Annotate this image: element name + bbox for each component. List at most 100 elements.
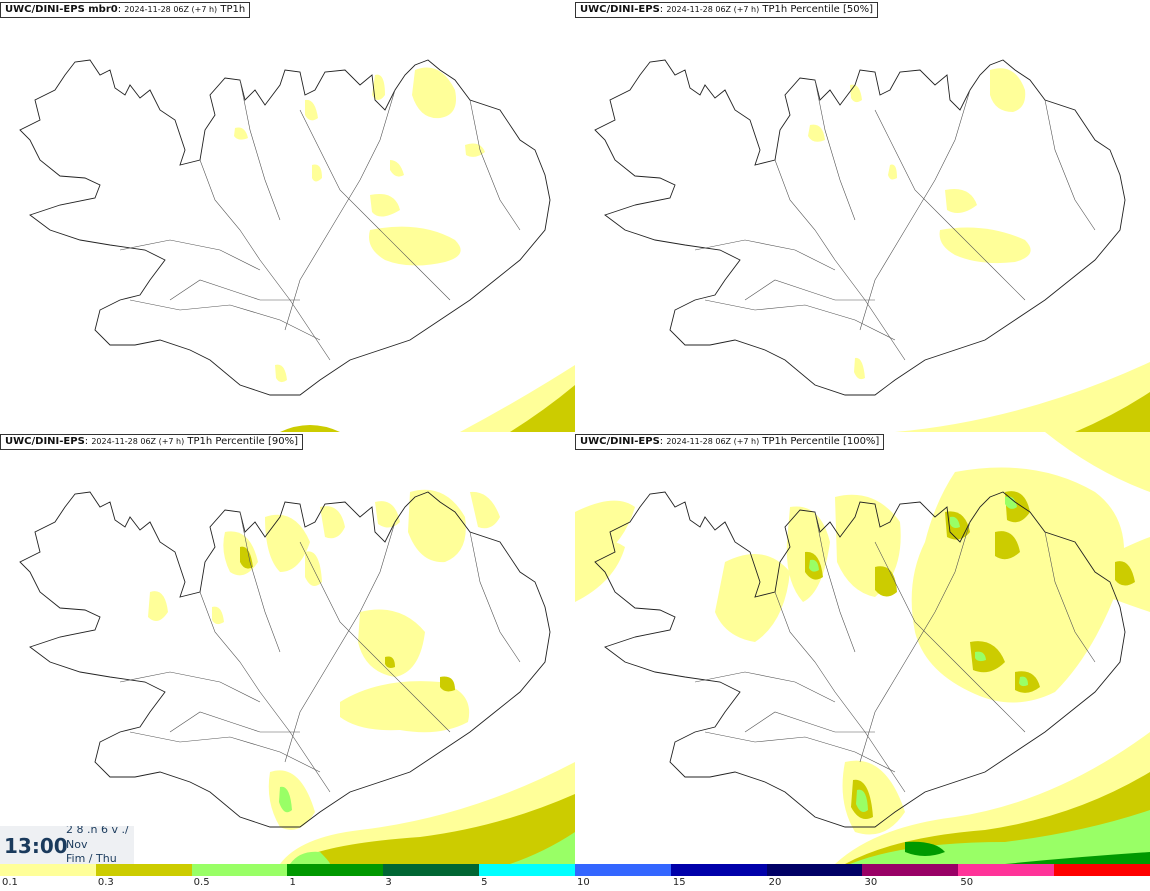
panel-title: UWC/DINI-EPS mbr0: 2024-11-28 06Z (+7 h)… bbox=[0, 2, 251, 18]
boundary-line bbox=[129, 731, 321, 773]
boundary-line bbox=[299, 109, 451, 301]
precipitation-area bbox=[510, 385, 575, 432]
precipitation-area bbox=[975, 651, 986, 662]
precipitation-area bbox=[470, 491, 500, 529]
precipitation-area bbox=[408, 489, 466, 563]
colorbar-segment bbox=[95, 864, 192, 876]
coastline bbox=[594, 59, 1126, 396]
valid-weekday: Fim / Thu bbox=[66, 852, 117, 864]
precipitation-area bbox=[440, 676, 455, 692]
precipitation-area bbox=[1005, 852, 1150, 864]
colorbar-segment bbox=[191, 864, 288, 876]
boundary-line bbox=[694, 671, 836, 703]
panel-title: UWC/DINI-EPS: 2024-11-28 06Z (+7 h) TP1h… bbox=[575, 2, 878, 18]
precipitation-area bbox=[995, 531, 1020, 560]
precipitation-map bbox=[594, 59, 1150, 432]
colorbar-tick-label: 1 bbox=[289, 877, 296, 888]
precipitation-area bbox=[312, 164, 322, 182]
precipitation-area bbox=[1019, 676, 1028, 687]
colorbar-segment bbox=[383, 864, 480, 876]
boundary-line bbox=[469, 99, 521, 231]
precipitation-area bbox=[279, 786, 292, 813]
colorbar-tick-label: 20 bbox=[768, 877, 782, 888]
colorbar-segment bbox=[958, 864, 1055, 876]
boundary-line bbox=[199, 591, 331, 793]
boundary-line bbox=[1044, 99, 1096, 231]
colorbar-tick-label: 0.5 bbox=[193, 877, 210, 888]
colorbar-segment bbox=[1054, 864, 1150, 876]
precipitation-area bbox=[290, 851, 330, 864]
valid-month: Nov bbox=[66, 838, 88, 851]
boundary-line bbox=[704, 299, 896, 341]
boundary-line bbox=[694, 239, 836, 271]
colorbar-tick-label: 3 bbox=[385, 877, 392, 888]
colorbar-tick-label: 10 bbox=[577, 877, 590, 888]
boundary-line bbox=[859, 89, 971, 331]
precipitation-area bbox=[465, 143, 485, 157]
coastline bbox=[19, 59, 551, 396]
colorbar-segment bbox=[0, 864, 96, 876]
precipitation-area bbox=[850, 84, 862, 103]
boundary-line bbox=[469, 531, 521, 663]
map-panel-p100: UWC/DINI-EPS: 2024-11-28 06Z (+7 h) TP1h… bbox=[575, 432, 1150, 864]
precipitation-area bbox=[358, 609, 425, 677]
precipitation-area bbox=[275, 364, 287, 383]
boundary-line bbox=[239, 79, 281, 221]
boundary-line bbox=[284, 89, 396, 331]
precipitation-map bbox=[19, 59, 575, 432]
precipitation-area bbox=[369, 226, 461, 266]
map-panel-p50: UWC/DINI-EPS: 2024-11-28 06Z (+7 h) TP1h… bbox=[575, 0, 1150, 432]
precipitation-area bbox=[370, 194, 400, 217]
colorbar-segment bbox=[479, 864, 575, 876]
colorbar-tick-label: 15 bbox=[672, 877, 686, 888]
precipitation-area bbox=[280, 425, 340, 432]
precipitation-area bbox=[905, 841, 945, 856]
precipitation-area bbox=[148, 591, 168, 621]
colorbar-tick-label: 30 bbox=[864, 877, 878, 888]
precipitation-area bbox=[290, 794, 575, 864]
colorbar-tick-label: 5 bbox=[481, 877, 488, 888]
boundary-line bbox=[299, 541, 451, 733]
colorbar-segment bbox=[574, 864, 671, 876]
precipitation-area bbox=[240, 546, 253, 569]
precipitation-map bbox=[19, 489, 575, 864]
precipitation-area bbox=[340, 681, 470, 733]
boundary-line bbox=[284, 521, 396, 763]
precipitation-area bbox=[268, 770, 315, 830]
precipitation-area bbox=[990, 68, 1026, 112]
boundary-line bbox=[774, 591, 906, 793]
boundary-line bbox=[199, 159, 331, 361]
precipitation-area bbox=[888, 164, 897, 180]
boundary-line bbox=[874, 109, 1026, 301]
boundary-line bbox=[119, 239, 261, 271]
boundary-line bbox=[874, 541, 1026, 733]
precipitation-area bbox=[1005, 496, 1017, 509]
precipitation-area bbox=[854, 357, 865, 380]
precipitation-area bbox=[950, 516, 960, 528]
panel-title: UWC/DINI-EPS: 2024-11-28 06Z (+7 h) TP1h… bbox=[575, 434, 885, 450]
colorbar-segment bbox=[670, 864, 767, 876]
precipitation-area bbox=[265, 514, 310, 572]
precipitation-area bbox=[1075, 392, 1150, 432]
precipitation-area bbox=[856, 789, 868, 812]
precipitation-area bbox=[970, 641, 1005, 673]
colorbar-tick-label: 50 bbox=[960, 877, 974, 888]
map-panel-p90: UWC/DINI-EPS: 2024-11-28 06Z (+7 h) TP1h… bbox=[0, 432, 575, 864]
coastline bbox=[19, 491, 551, 828]
precipitation-area bbox=[375, 501, 400, 528]
map-panel-mbr0: UWC/DINI-EPS mbr0: 2024-11-28 06Z (+7 h)… bbox=[0, 0, 575, 432]
boundary-line bbox=[129, 299, 321, 341]
boundary-line bbox=[774, 159, 906, 361]
precipitation-area bbox=[372, 74, 385, 100]
precipitation-colorbar bbox=[0, 864, 1150, 876]
precipitation-area bbox=[809, 559, 819, 572]
colorbar-segment bbox=[766, 864, 863, 876]
colorbar-ticks: 0.1 0.3 0.5 1 3 5 10 15 20 30 50 bbox=[0, 877, 1150, 891]
precipitation-area bbox=[234, 127, 248, 140]
valid-date: 2 8 .n 6 v ./ bbox=[66, 826, 129, 836]
valid-time: 13:00 bbox=[4, 834, 68, 858]
boundary-line bbox=[704, 731, 896, 773]
precipitation-area bbox=[575, 540, 625, 602]
colorbar-tick-label: 0.1 bbox=[2, 877, 18, 888]
precipitation-area bbox=[808, 124, 825, 142]
